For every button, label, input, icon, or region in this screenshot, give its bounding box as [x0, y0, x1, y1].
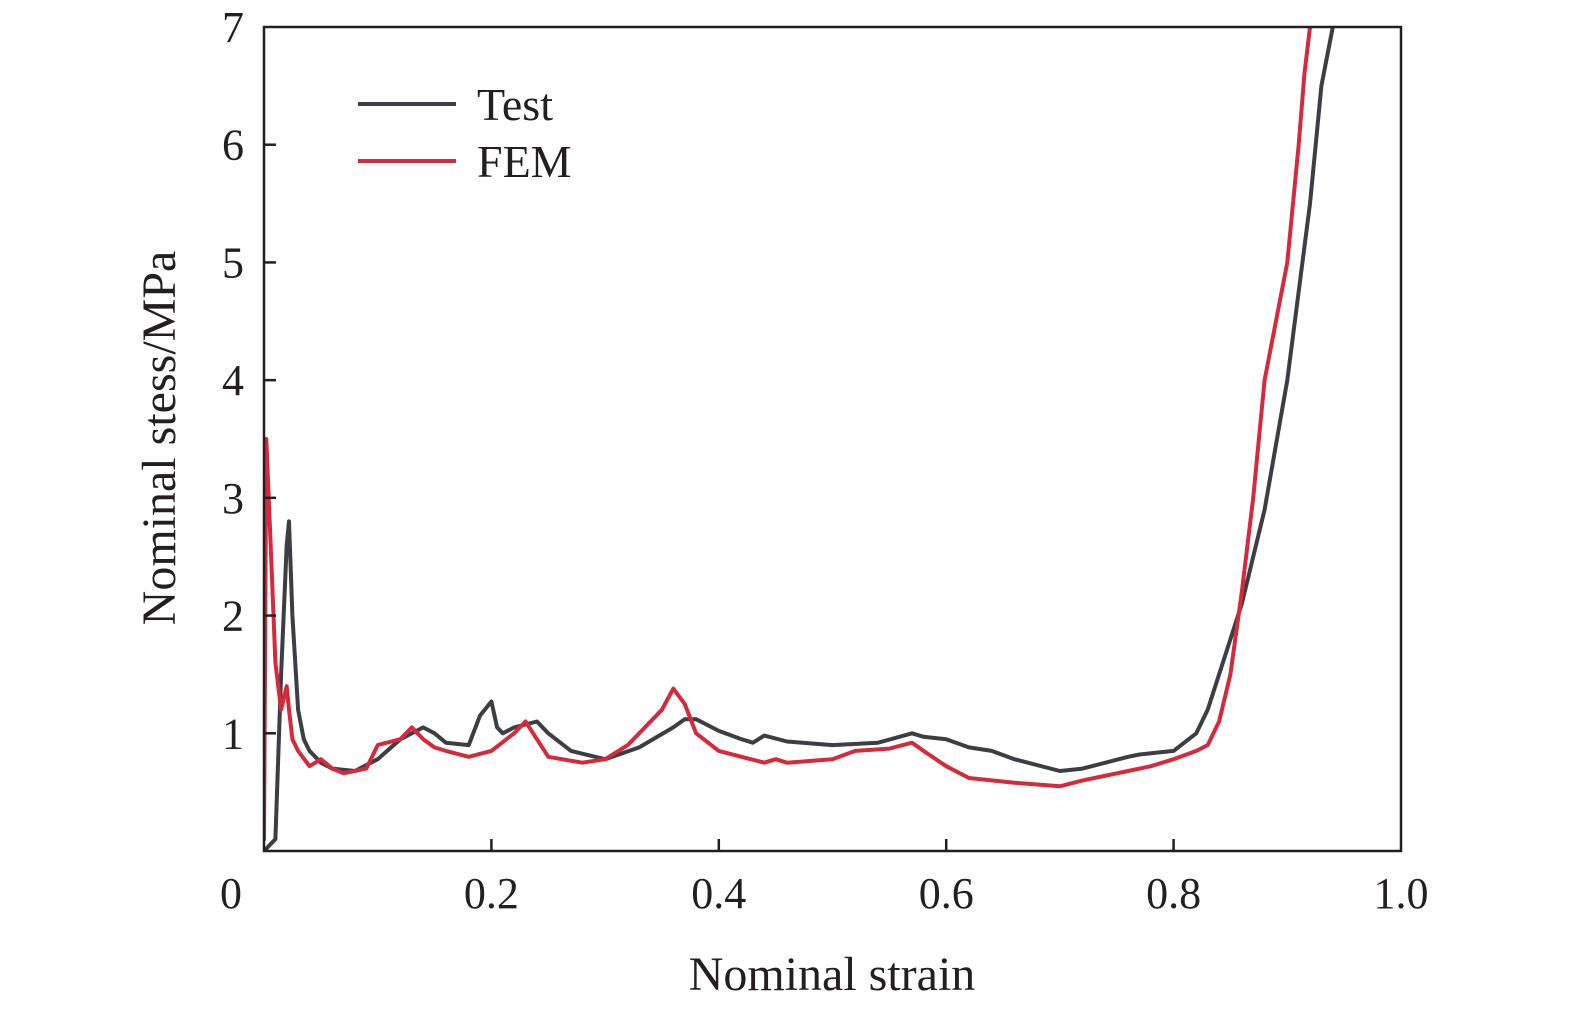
x-tick-label: 0 — [220, 869, 242, 918]
legend-label-fem: FEM — [477, 136, 572, 187]
series-line-fem — [264, 27, 1312, 842]
plot-layer — [264, 27, 1335, 851]
series-group — [264, 27, 1335, 851]
series-line-test — [264, 27, 1335, 851]
y-tick-label: 5 — [222, 238, 244, 287]
y-tick-label: 3 — [222, 474, 244, 523]
y-tick-label: 6 — [222, 121, 244, 170]
y-tick-label: 2 — [222, 592, 244, 641]
y-tick-label: 1 — [222, 709, 244, 758]
plot-frame — [262, 25, 1403, 853]
x-tick-label: 1.0 — [1374, 869, 1429, 918]
y-axis-title: Nominal stess/MPa — [133, 251, 186, 626]
x-tick-label: 0.4 — [691, 869, 746, 918]
x-tick-label: 0.6 — [919, 869, 974, 918]
y-tick-label: 4 — [222, 356, 244, 405]
legend: Test FEM — [358, 79, 572, 187]
x-axis-title: Nominal strain — [689, 948, 976, 1001]
y-tick-label: 7 — [222, 3, 244, 52]
axis-layer: 0 0.2 0.4 0.6 0.8 1.0 1 2 3 4 5 6 7 — [220, 3, 1429, 918]
x-tick-label: 0.8 — [1146, 869, 1201, 918]
legend-label-test: Test — [477, 79, 553, 130]
x-tick-label: 0.2 — [464, 869, 519, 918]
